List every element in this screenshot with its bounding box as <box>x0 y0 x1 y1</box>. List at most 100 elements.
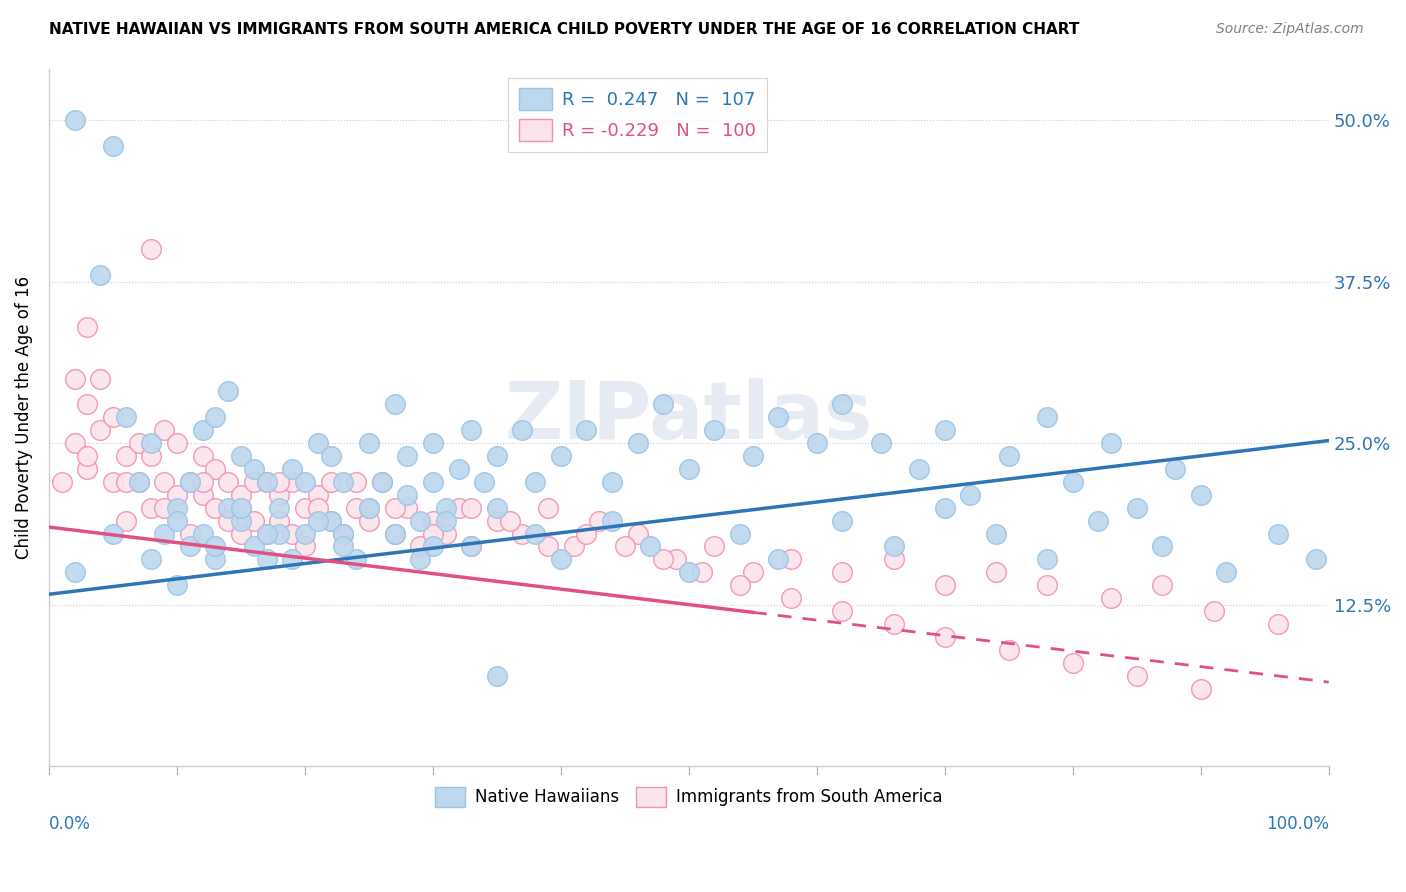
Point <box>1099 591 1122 606</box>
Point <box>1202 604 1225 618</box>
Point <box>652 397 675 411</box>
Point <box>141 552 163 566</box>
Point <box>179 540 201 554</box>
Point <box>191 488 214 502</box>
Point <box>357 436 380 450</box>
Point <box>166 514 188 528</box>
Point <box>575 526 598 541</box>
Point <box>627 526 650 541</box>
Point <box>384 526 406 541</box>
Point <box>269 488 291 502</box>
Point <box>984 566 1007 580</box>
Point <box>256 475 278 489</box>
Point <box>934 578 956 592</box>
Point <box>485 449 508 463</box>
Point <box>217 475 239 489</box>
Point <box>524 526 547 541</box>
Point <box>883 552 905 566</box>
Point <box>1267 617 1289 632</box>
Point <box>460 423 482 437</box>
Point <box>640 540 662 554</box>
Point <box>128 436 150 450</box>
Point <box>101 139 124 153</box>
Text: Source: ZipAtlas.com: Source: ZipAtlas.com <box>1216 22 1364 37</box>
Point <box>613 540 636 554</box>
Point <box>191 449 214 463</box>
Point <box>114 514 136 528</box>
Point <box>409 540 432 554</box>
Point <box>741 449 763 463</box>
Point <box>780 591 803 606</box>
Point <box>281 462 304 476</box>
Point <box>447 500 470 515</box>
Point <box>89 268 111 283</box>
Point <box>1036 410 1059 425</box>
Point <box>472 475 495 489</box>
Point <box>422 436 444 450</box>
Point <box>1267 526 1289 541</box>
Point <box>319 514 342 528</box>
Point <box>63 113 86 128</box>
Point <box>307 500 329 515</box>
Point <box>242 462 264 476</box>
Point <box>166 436 188 450</box>
Point <box>447 462 470 476</box>
Point <box>1062 475 1084 489</box>
Point <box>191 475 214 489</box>
Point <box>1215 566 1237 580</box>
Point <box>153 526 176 541</box>
Point <box>422 540 444 554</box>
Point <box>409 514 432 528</box>
Point <box>934 500 956 515</box>
Point <box>869 436 891 450</box>
Point <box>1152 578 1174 592</box>
Point <box>600 475 623 489</box>
Point <box>307 488 329 502</box>
Point <box>460 540 482 554</box>
Point <box>128 475 150 489</box>
Point <box>204 540 226 554</box>
Point <box>1126 500 1149 515</box>
Point <box>63 371 86 385</box>
Point <box>114 475 136 489</box>
Point <box>728 578 751 592</box>
Point <box>166 488 188 502</box>
Point <box>256 552 278 566</box>
Point <box>166 578 188 592</box>
Point <box>114 449 136 463</box>
Point <box>141 449 163 463</box>
Point <box>703 423 725 437</box>
Point <box>934 423 956 437</box>
Point <box>153 423 176 437</box>
Point <box>831 566 853 580</box>
Point <box>550 552 572 566</box>
Point <box>344 475 367 489</box>
Point <box>409 552 432 566</box>
Point <box>434 500 457 515</box>
Point <box>294 540 316 554</box>
Point <box>166 500 188 515</box>
Point <box>1062 656 1084 670</box>
Point <box>307 436 329 450</box>
Point <box>422 514 444 528</box>
Point <box>908 462 931 476</box>
Point <box>550 449 572 463</box>
Point <box>384 397 406 411</box>
Point <box>89 423 111 437</box>
Point <box>1189 681 1212 696</box>
Point <box>294 475 316 489</box>
Point <box>537 500 560 515</box>
Text: 0.0%: 0.0% <box>49 815 91 833</box>
Point <box>229 500 252 515</box>
Point <box>600 514 623 528</box>
Point <box>422 475 444 489</box>
Point <box>332 475 354 489</box>
Point <box>512 423 534 437</box>
Text: 100.0%: 100.0% <box>1265 815 1329 833</box>
Point <box>678 566 700 580</box>
Point <box>768 410 790 425</box>
Point <box>229 488 252 502</box>
Point <box>128 475 150 489</box>
Point <box>562 540 585 554</box>
Point <box>357 514 380 528</box>
